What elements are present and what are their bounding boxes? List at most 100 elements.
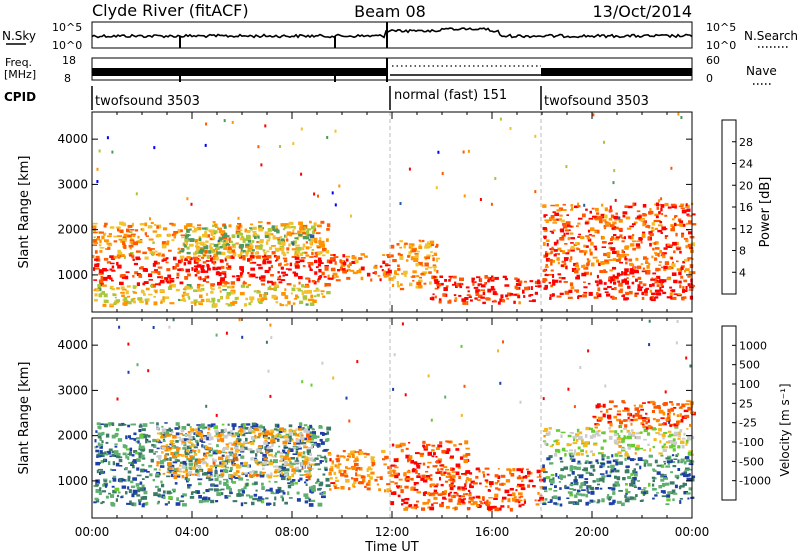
data-cell — [598, 262, 601, 267]
data-cell — [625, 488, 629, 492]
data-cell — [591, 234, 595, 237]
data-cell — [264, 231, 269, 235]
data-cell — [580, 438, 584, 441]
data-cell — [575, 438, 579, 442]
data-cell — [628, 419, 631, 423]
data-cell — [396, 243, 400, 246]
data-cell — [307, 452, 310, 456]
data-cell — [245, 253, 249, 257]
data-cell — [651, 283, 655, 287]
data-cell — [143, 435, 148, 439]
data-cell — [638, 404, 643, 408]
data-cell — [650, 210, 654, 215]
data-cell — [191, 429, 195, 431]
data-cell — [277, 487, 282, 491]
data-cell — [288, 497, 293, 499]
data-cell — [185, 473, 188, 477]
data-cell — [162, 245, 166, 249]
data-cell — [615, 461, 619, 466]
data-cell — [141, 428, 146, 432]
data-cell — [303, 437, 307, 441]
data-cell — [556, 295, 562, 298]
data-cell — [477, 283, 483, 286]
data-cell — [435, 456, 438, 458]
data-cell — [630, 269, 634, 274]
data-cell — [681, 472, 686, 476]
data-cell — [216, 251, 222, 255]
data-cell — [430, 418, 433, 422]
data-cell — [385, 264, 391, 266]
data-cell — [613, 468, 617, 471]
data-cell — [507, 494, 512, 497]
data-cell — [283, 435, 289, 439]
data-cell — [412, 275, 416, 278]
data-cell — [660, 490, 666, 493]
data-cell — [625, 491, 631, 494]
data-cell — [659, 250, 662, 254]
data-cell — [408, 442, 411, 444]
data-cell — [577, 474, 580, 476]
data-cell — [623, 297, 628, 301]
nsky-frame — [91, 21, 693, 49]
data-cell — [200, 288, 205, 291]
data-cell — [589, 450, 593, 453]
data-cell — [394, 466, 399, 469]
data-cell — [271, 294, 277, 299]
data-cell — [633, 458, 637, 461]
colorbar-tick-label: 1000 — [739, 339, 767, 352]
data-cell — [606, 253, 610, 257]
data-cell — [228, 487, 232, 492]
data-cell — [440, 483, 444, 487]
data-cell — [211, 297, 216, 302]
data-cell — [485, 297, 491, 301]
data-cell — [542, 464, 545, 469]
data-cell — [603, 252, 608, 257]
data-cell — [94, 293, 98, 297]
data-cell — [347, 264, 351, 269]
data-cell — [658, 264, 662, 266]
data-cell — [387, 269, 392, 274]
data-cell — [153, 146, 156, 150]
data-cell — [559, 280, 562, 283]
data-cell — [195, 431, 199, 435]
data-cell — [570, 245, 575, 250]
data-cell — [502, 275, 507, 278]
data-cell — [636, 410, 641, 413]
data-cell — [463, 459, 469, 464]
data-cell — [679, 429, 683, 433]
data-cell — [277, 271, 280, 274]
data-cell — [577, 236, 581, 238]
data-cell — [267, 270, 270, 273]
data-cell — [470, 480, 475, 484]
data-cell — [586, 262, 590, 267]
data-cell — [679, 413, 682, 417]
data-cell — [522, 475, 525, 479]
data-cell — [194, 439, 199, 443]
data-cell — [563, 232, 566, 236]
data-cell — [220, 246, 223, 249]
data-cell — [250, 251, 254, 255]
data-cell — [681, 233, 684, 238]
data-cell — [668, 412, 672, 414]
data-cell — [118, 238, 123, 241]
data-cell — [673, 412, 676, 416]
data-cell — [288, 268, 292, 271]
data-cell — [215, 246, 220, 251]
data-cell — [158, 493, 161, 498]
data-cell — [559, 214, 563, 217]
data-cell — [314, 259, 318, 264]
data-cell — [526, 468, 529, 471]
data-cell — [315, 482, 318, 484]
data-cell — [582, 294, 587, 298]
data-cell — [308, 264, 311, 268]
data-cell — [587, 238, 592, 242]
data-cell — [209, 245, 212, 249]
data-cell — [649, 242, 652, 247]
data-cell — [94, 250, 98, 254]
data-cell — [210, 283, 215, 287]
data-cell — [219, 432, 224, 437]
data-cell — [381, 449, 386, 453]
data-cell — [307, 465, 311, 467]
data-cell — [387, 268, 390, 271]
data-cell — [194, 302, 197, 306]
